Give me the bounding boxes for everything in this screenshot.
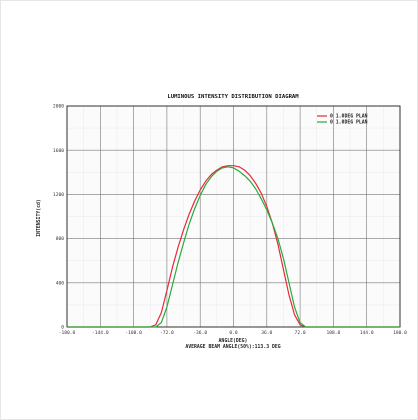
grid (66, 105, 401, 328)
axes (66, 105, 401, 328)
chart-title: LUMINOUS INTENSITY DISTRIBUTION DIAGRAM (167, 94, 299, 100)
x-tick-label: 180.0 (393, 330, 407, 336)
tick-labels: -180.0 -144.0 -108.0 -72.0 -36.0 0.0 36.0 72.0 1… (53, 104, 407, 336)
plot-border (66, 105, 401, 328)
y-tick-label: 2000 (53, 104, 64, 110)
legend-label-2: 0 1.0DEG PLAN (330, 120, 368, 126)
y-tick-label: 0 (61, 325, 64, 331)
y-tick-label: 1600 (53, 148, 64, 154)
x-tick-label: -72.0 (160, 330, 174, 336)
y-axis-label: INTENSITY(cd) (36, 199, 42, 237)
y-tick-label: 1200 (53, 192, 64, 198)
y-tick-label: 400 (56, 280, 65, 286)
x-tick-label: 108.0 (326, 330, 340, 336)
x-tick-label: 144.0 (360, 330, 374, 336)
x-tick-label: -36.0 (193, 330, 207, 336)
legend-label-1: 0 1.0DEG PLAN (330, 114, 368, 120)
x-tick-label: -144.0 (92, 330, 109, 336)
x-tick-label: 0.0 (229, 330, 238, 336)
x-tick-label: 72.0 (295, 330, 306, 336)
series-line-1 (67, 165, 400, 328)
x-tick-label: 36.0 (261, 330, 272, 336)
y-tick-label: 800 (56, 236, 65, 242)
x-tick-label: -108.0 (125, 330, 142, 336)
x-tick-label: -180.0 (59, 330, 76, 336)
series-line-2 (67, 166, 400, 328)
series-layer (67, 165, 400, 328)
beam-angle-note: AVERAGE BEAM ANGLE(50%):113.3 DEG (185, 344, 280, 350)
x-axis-label: ANGLE(DEG) (219, 338, 248, 344)
